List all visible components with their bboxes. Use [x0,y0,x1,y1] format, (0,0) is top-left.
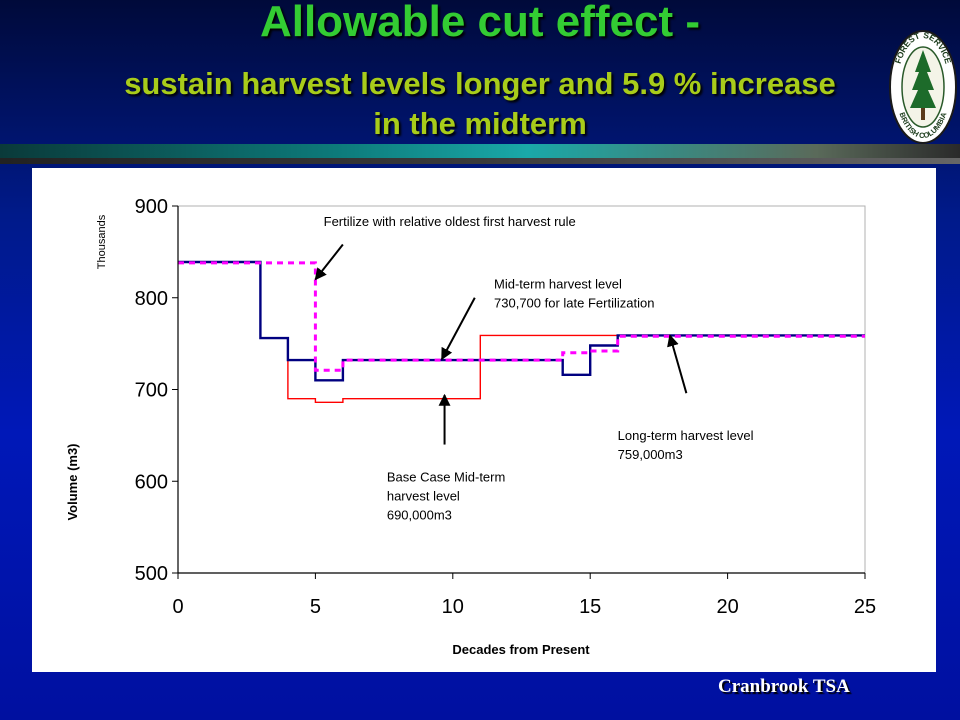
slide-subtitle-line-2: in the midterm [373,106,587,141]
annotation-arrow [314,243,344,281]
forest-service-logo: FOREST SERVICE BRITISH COLUMBIA [889,30,957,144]
slide-subtitle-line-1: sustain harvest levels longer and 5.9 % … [124,66,836,101]
annotation-text-line: Mid-term harvest level [494,277,622,292]
y-tick-label: 600 [135,471,168,493]
axis-layer: 500 600 700 800 900 0 5 10 15 20 25 [135,196,877,618]
x-tick-label: 15 [579,596,601,618]
x-tick-label: 25 [854,596,876,618]
y-axis-label: Volume (m3) [65,443,80,520]
slide-title: Allowable cut effect - [259,0,701,46]
x-tick-label: 10 [442,596,464,618]
y-axis-unit: Thousands [96,214,108,269]
y-tick-label: 500 [135,563,168,585]
x-tick-label: 5 [310,596,321,618]
annotation-arrow [440,297,476,361]
y-tick-label: 900 [135,196,168,218]
volume-chart: Fertilize with relative oldest first har… [65,196,877,657]
annotation-text-line: 690,000m3 [387,507,452,522]
y-tick-label: 700 [135,380,168,402]
annotation-text-line: Base Case Mid-term [387,469,505,484]
annotation-text-line: harvest level [387,488,460,503]
annotation-text-line: Long-term harvest level [618,428,754,443]
annotation-text-line: 730,700 for late Fertilization [494,296,654,311]
plot-area [177,205,866,574]
chart-panel: Fertilize with relative oldest first har… [32,168,936,672]
plot-border [177,205,866,574]
series-line-step-solid-navy [178,260,865,382]
x-tick-label: 20 [716,596,738,618]
annotation-text-line: 759,000m3 [618,447,683,462]
series-layer [178,260,865,404]
header-stripe [0,144,960,158]
series-line-step-solid-red [287,334,865,404]
header-stripe-shadow [0,158,960,164]
annotation-text-line: Fertilize with relative oldest first har… [324,214,576,229]
x-axis-label: Decades from Present [452,642,590,657]
annotation-arrow [667,334,688,394]
x-tick-label: 0 [172,596,183,618]
footer-label: Cranbrook TSA [718,676,850,697]
y-tick-label: 800 [135,288,168,310]
annotation-layer: Fertilize with relative oldest first har… [314,214,754,522]
